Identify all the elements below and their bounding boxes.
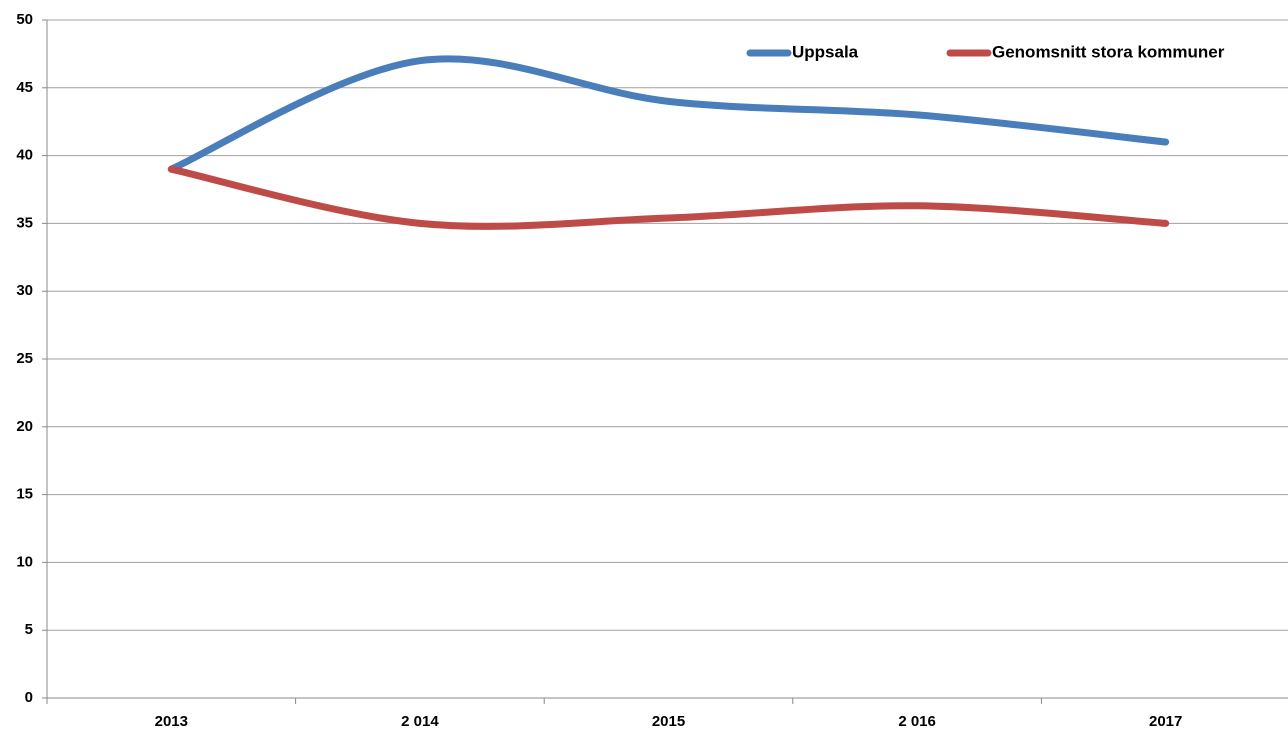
- series-line: [167, 165, 1170, 230]
- y-tick-label: 35: [16, 214, 33, 231]
- y-tick-label: 5: [25, 621, 33, 638]
- legend-label: Uppsala: [792, 42, 859, 61]
- y-tick-label: 20: [16, 418, 33, 435]
- x-tick-label: 2 014: [401, 713, 439, 729]
- y-tick-label: 45: [16, 79, 33, 96]
- series-line: [167, 55, 1170, 173]
- y-tick-label: 25: [16, 350, 33, 367]
- y-tick-label: 15: [16, 486, 33, 503]
- y-tick-label: 0: [25, 689, 33, 706]
- x-tick-label: 2017: [1149, 713, 1182, 729]
- x-tick-label: 2 016: [898, 713, 936, 729]
- legend-label: Genomsnitt stora kommuner: [992, 42, 1225, 61]
- x-tick-label: 2015: [652, 713, 685, 729]
- y-tick-label: 40: [16, 147, 33, 164]
- x-tick-label: 2013: [155, 713, 188, 729]
- y-tick-label: 30: [16, 282, 33, 299]
- y-tick-label: 10: [16, 553, 33, 570]
- y-tick-label: 50: [16, 11, 33, 28]
